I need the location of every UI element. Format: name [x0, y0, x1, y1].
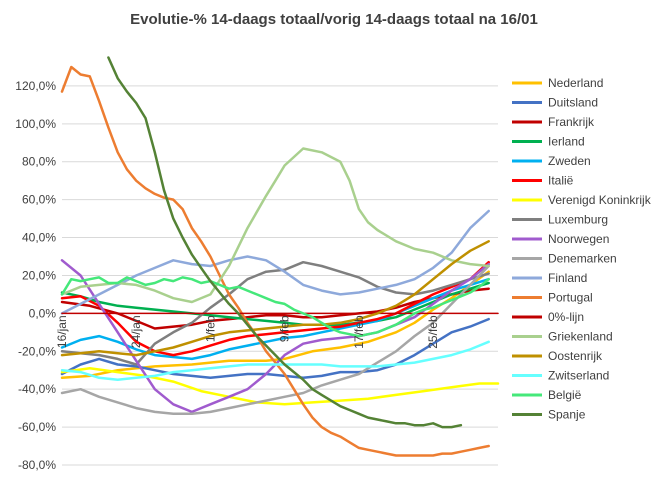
x-tick-label: 1/feb	[203, 315, 217, 342]
y-axis: 120,0% 100,0% 80,0% 60,0% 40,0% 20,0% 0,0% -20,…	[15, 79, 56, 472]
series-line	[60, 367, 500, 406]
legend-label: Oostenrijk	[548, 349, 603, 363]
chart-title: Evolutie-% 14-daags totaal/vorig 14-daag…	[130, 11, 538, 28]
x-tick-label: 9/feb	[278, 315, 292, 342]
legend-label: Zweden	[548, 154, 591, 168]
legend-label: Luxemburg	[548, 213, 608, 227]
series-line	[60, 281, 490, 326]
legend-label: Nederland	[548, 76, 603, 90]
y-tick-label: 120,0%	[15, 79, 56, 93]
legend-label: Verenigd Koninkrijk	[548, 193, 652, 207]
legend-label: Duitsland	[548, 96, 598, 110]
series-line	[60, 260, 490, 357]
y-tick-label: 100,0%	[15, 117, 56, 131]
legend-label: Spanje	[548, 408, 586, 422]
series-line	[60, 264, 490, 416]
x-tick-label: 24/jan	[129, 315, 143, 348]
legend-label: Zwitserland	[548, 369, 609, 383]
series-line	[60, 260, 490, 366]
legend-label: Italië	[548, 174, 574, 188]
y-tick-label: -80,0%	[18, 458, 56, 472]
legend-label: Frankrijk	[548, 115, 595, 129]
legend-label: Denemarken	[548, 252, 617, 266]
legend-label: Finland	[548, 271, 587, 285]
series-lines	[60, 56, 500, 457]
y-tick-label: -40,0%	[18, 382, 56, 396]
legend-label: Griekenland	[548, 330, 613, 344]
series-line	[60, 276, 490, 338]
y-tick-label: 60,0%	[22, 193, 56, 207]
series-line	[60, 317, 490, 380]
y-tick-label: 20,0%	[22, 268, 56, 282]
series-line	[60, 147, 490, 304]
y-tick-label: 0,0%	[29, 306, 57, 320]
y-tick-label: 80,0%	[22, 155, 56, 169]
series-line	[60, 65, 490, 457]
x-tick-label: 16/jan	[55, 315, 69, 348]
legend-label: België	[548, 388, 582, 402]
y-tick-label: -60,0%	[18, 420, 56, 434]
series-line	[60, 340, 490, 381]
legend-label: Ierland	[548, 135, 585, 149]
y-tick-label: -20,0%	[18, 344, 56, 358]
legend-label: Portugal	[548, 291, 593, 305]
series-line	[60, 209, 490, 315]
series-line	[60, 240, 490, 357]
y-tick-label: 40,0%	[22, 231, 56, 245]
legend-label: 0%-lijn	[548, 310, 584, 324]
x-tick-label: 17/feb	[352, 315, 366, 349]
series-line	[60, 277, 490, 361]
legend: Nederland Duitsland Frankrijk Ierland Zweden…	[512, 76, 652, 422]
legend-label: Noorwegen	[548, 232, 609, 246]
x-tick-label: 25/feb	[426, 315, 440, 349]
gridlines	[62, 85, 498, 466]
x-axis: 16/jan 24/jan 1/feb 9/feb 17/feb 25/feb	[55, 315, 440, 349]
series-line	[107, 56, 463, 429]
